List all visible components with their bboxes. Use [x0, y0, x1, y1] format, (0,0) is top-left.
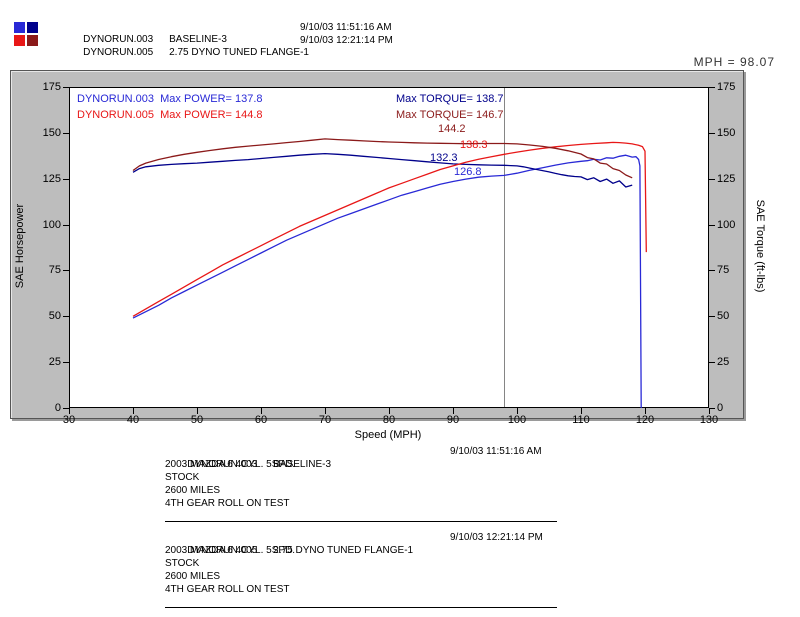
- axis-tick-label: 125: [717, 172, 736, 185]
- y-axis-title-left: SAE Horsepower: [14, 203, 26, 289]
- axis-tick-label: 0: [717, 402, 724, 414]
- header-run-1: DYNORUN.003 BASELINE-3 9/10/03 11:51:16 A…: [72, 22, 391, 70]
- series-DYNORUN.003 Power (SAE HP): [132, 154, 642, 409]
- axis-tick-label: 100: [42, 218, 61, 231]
- axis-tick-label: 50: [717, 310, 730, 323]
- run-timestamp: 9/10/03 12:21:14 PM: [450, 532, 543, 543]
- mileage-line: 2600 MILES: [165, 485, 221, 496]
- run-color-legend: [14, 22, 40, 48]
- run-details-section: DYNORUN.003 BASELINE-3 9/10/03 11:51:16 A…: [165, 445, 565, 617]
- run-description: 2.75 DYNO TUNED FLANGE-1: [169, 47, 309, 58]
- axis-tick-label: 30: [62, 414, 76, 426]
- axis-tick-label: 75: [717, 264, 730, 277]
- axis-tick-label: 50: [190, 414, 204, 426]
- divider-rule: [165, 521, 557, 522]
- axis-tick-label: 70: [318, 414, 332, 426]
- run-description: BASELINE-3: [169, 34, 227, 45]
- axis-tick-label: 40: [126, 414, 140, 426]
- run-name: DYNORUN.003: [187, 459, 258, 470]
- run1-power-swatch: [14, 22, 25, 33]
- axis-tick-label: 25: [717, 356, 730, 369]
- run-details-block-2: DYNORUN.005 2.75 DYNO TUNED FLANGE-1 9/10…: [165, 531, 565, 608]
- y-axis-title-right: SAE Torque (ft-lbs): [754, 199, 766, 293]
- plot-area[interactable]: [63, 87, 715, 414]
- mileage-line: 2600 MILES: [165, 571, 221, 582]
- run-timestamp: 9/10/03 12:21:14 PM: [300, 35, 393, 46]
- plot-background: [69, 87, 709, 408]
- series-DYNORUN.003 Torque (ft-lbs): [132, 152, 633, 188]
- axis-tick-label: 90: [446, 414, 460, 426]
- run2-power-swatch: [14, 35, 25, 46]
- run-name: DYNORUN.005: [83, 47, 154, 58]
- run-description: BASELINE-3: [273, 459, 332, 470]
- axis-tick-label: 60: [254, 414, 268, 426]
- run-details-block-1: DYNORUN.003 BASELINE-3 9/10/03 11:51:16 A…: [165, 445, 565, 522]
- header-run-2: DYNORUN.005 2.75 DYNO TUNED FLANGE-1 9/10…: [72, 35, 393, 83]
- axis-tick-label: 25: [48, 356, 61, 369]
- axis-tick-label: 150: [717, 126, 736, 139]
- run-name: DYNORUN.005: [187, 545, 258, 556]
- vehicle-line: 2003 MAZDA 6 4CYL. 5SPD.: [165, 545, 296, 556]
- axis-tick-label: 0: [54, 402, 61, 414]
- axis-tick-label: 130: [699, 414, 719, 426]
- run-timestamp: 9/10/03 11:51:16 AM: [300, 22, 392, 33]
- axis-tick-label: 100: [507, 414, 527, 426]
- axis-tick-label: 125: [42, 172, 61, 185]
- condition-line: STOCK: [165, 558, 200, 569]
- axis-tick-label: 80: [382, 414, 396, 426]
- run2-torque-swatch: [27, 35, 38, 46]
- axis-tick-label: 175: [42, 81, 61, 93]
- run-name: DYNORUN.003: [83, 34, 154, 45]
- run1-torque-swatch: [27, 22, 38, 33]
- axis-tick-label: 50: [48, 310, 61, 323]
- axis-tick-label: 175: [717, 81, 736, 93]
- x-axis-title: Speed (MPH): [354, 429, 422, 441]
- vehicle-line: 2003 MAZDA 6 4CYL. 5SPD.: [165, 459, 296, 470]
- run-timestamp: 9/10/03 11:51:16 AM: [450, 446, 542, 457]
- series-DYNORUN.005 Torque (ft-lbs): [132, 138, 633, 179]
- chart-panel: DYNORUN.003 Max POWER= 137.8 Max TORQUE=…: [10, 70, 744, 426]
- test-type-line: 4TH GEAR ROLL ON TEST: [165, 498, 290, 509]
- axis-tick-label: 100: [717, 218, 736, 231]
- divider-rule: [165, 607, 557, 608]
- cursor-mph-readout: MPH = 98.07: [693, 55, 775, 69]
- axis-tick-label: 110: [572, 414, 590, 426]
- axis-tick-label: 150: [42, 126, 61, 139]
- axis-tick-label: 75: [48, 264, 61, 277]
- run-description: 2.75 DYNO TUNED FLANGE-1: [273, 545, 414, 556]
- axis-tick-label: 120: [635, 414, 655, 426]
- test-type-line: 4TH GEAR ROLL ON TEST: [165, 584, 290, 595]
- series-DYNORUN.005 Power (SAE HP): [132, 141, 647, 317]
- condition-line: STOCK: [165, 472, 200, 483]
